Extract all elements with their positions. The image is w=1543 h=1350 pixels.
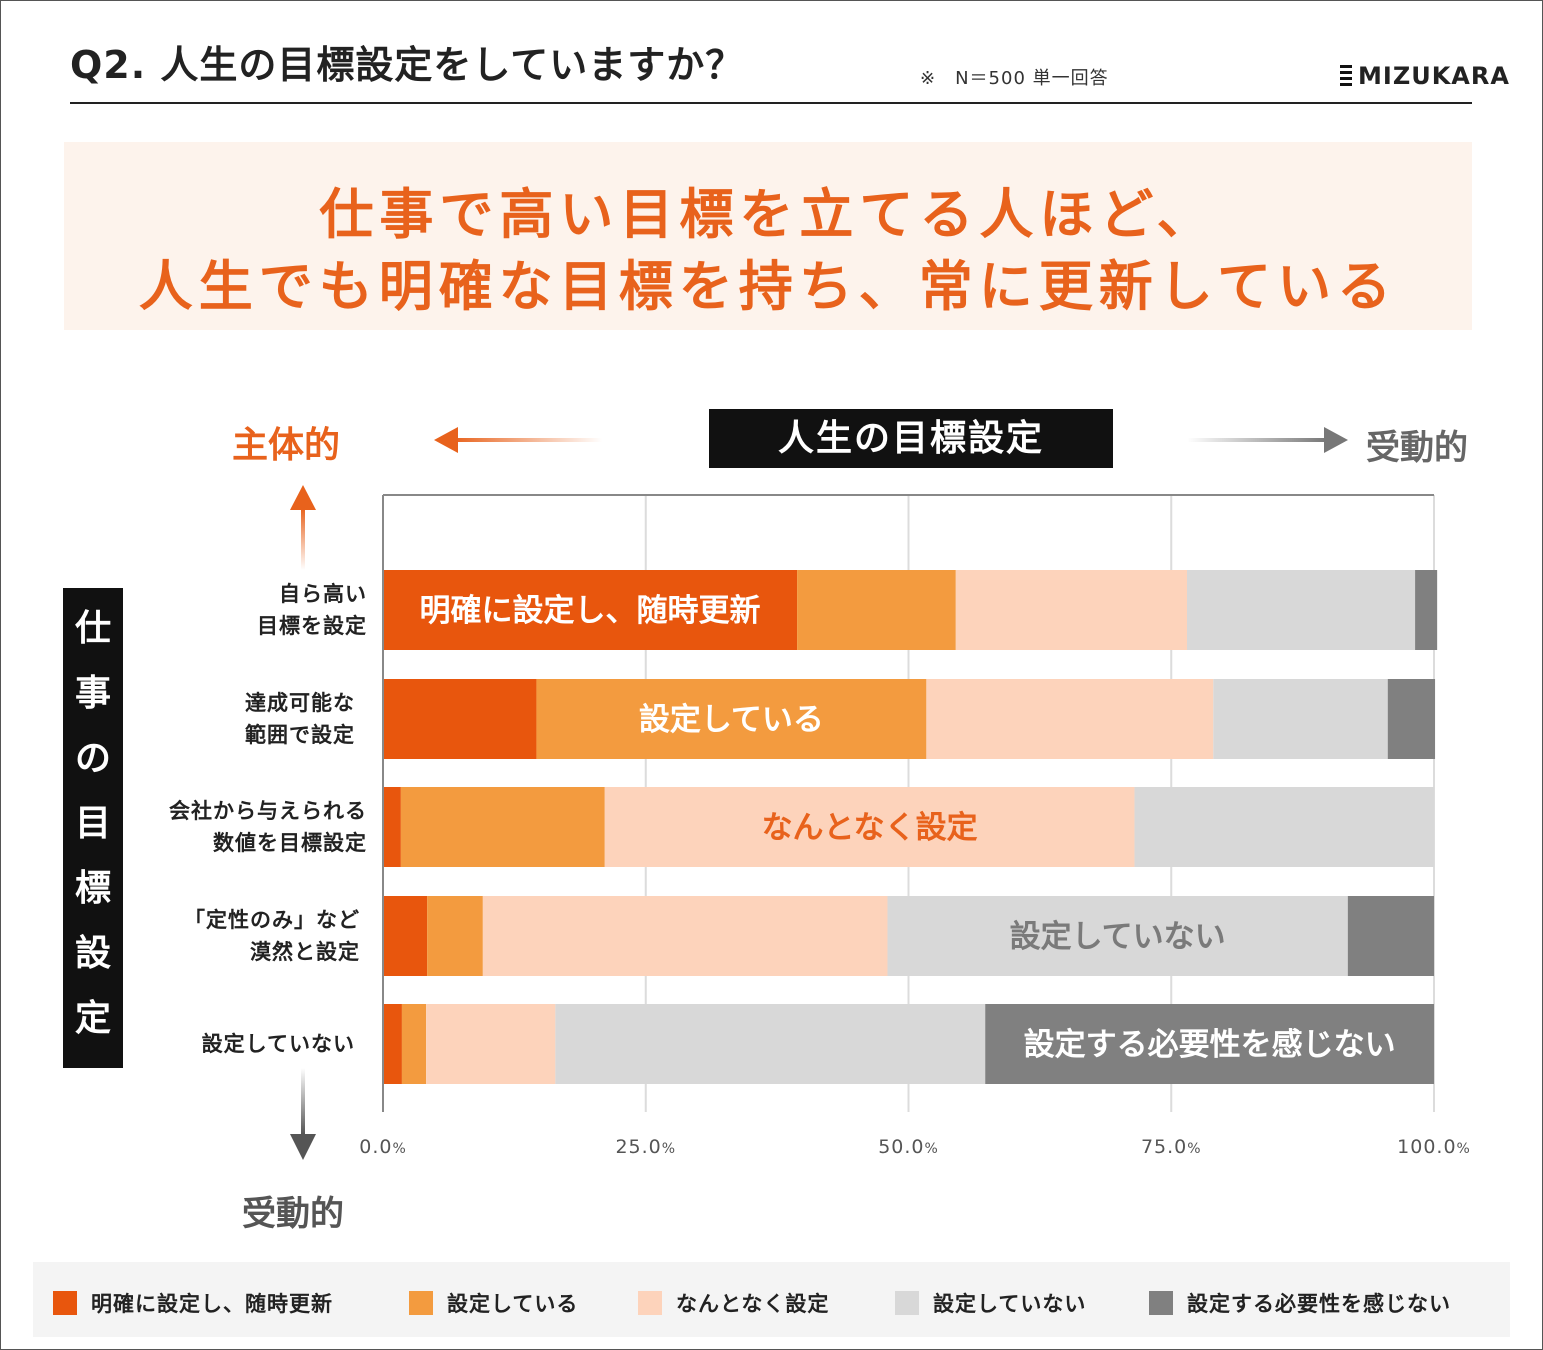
work-goal-title-char: 目 <box>74 803 111 844</box>
in-bar-label: なんとなく設定 <box>762 810 978 846</box>
bar-segment <box>401 1004 427 1084</box>
row-label: 設定していない <box>202 1028 355 1060</box>
bar-segment <box>1187 570 1416 650</box>
legend-item: 明確に設定し、随時更新 <box>53 1288 333 1316</box>
headline-line-2: 人生でも明確な目標を持ち、常に更新している <box>138 255 1398 318</box>
bar-segment <box>426 1004 556 1084</box>
row-label-line: 達成可能な <box>245 691 355 715</box>
work-goal-title-char: 標 <box>74 868 111 909</box>
x-tick-label: 100.0% <box>1397 1136 1471 1158</box>
row-label-line: 漠然と設定 <box>250 940 360 964</box>
legend-label: 設定している <box>447 1292 579 1316</box>
work-goal-title-char: 仕 <box>74 608 111 649</box>
legend-label: 設定する必要性を感じない <box>1187 1292 1451 1316</box>
bar-segment <box>985 1004 1434 1084</box>
in-bar-label: 設定している <box>639 702 824 738</box>
bar-segment <box>604 787 1135 867</box>
legend-label: なんとなく設定 <box>676 1292 830 1316</box>
brand-logo: MIZUKARA <box>1338 62 1510 90</box>
bar-segment <box>383 787 401 867</box>
row-label-line: 会社から与えられる <box>169 799 367 823</box>
bar-segment <box>536 679 927 759</box>
bar-segment <box>555 1004 986 1084</box>
row-label-line: 目標を設定 <box>257 614 367 638</box>
bar-segment <box>383 1004 402 1084</box>
row-label-line: 数値を目標設定 <box>213 831 367 855</box>
title-divider <box>70 102 1472 104</box>
work-goal-title-char: 設 <box>74 933 111 974</box>
legend-label: 明確に設定し、随時更新 <box>91 1292 333 1316</box>
work-goal-title-char: 事 <box>74 673 111 714</box>
passive-label-right: 受動的 <box>1366 428 1468 468</box>
brand-logo-text: MIZUKARA <box>1358 62 1510 90</box>
legend-swatch <box>1149 1291 1173 1315</box>
legend-swatch <box>409 1291 433 1315</box>
legend-swatch <box>638 1291 662 1315</box>
bar-segment <box>926 679 1214 759</box>
legend-item: 設定している <box>409 1288 578 1316</box>
legend-label: 設定していない <box>933 1292 1087 1316</box>
logo-mark-icon <box>1340 65 1352 86</box>
legend-swatch <box>895 1291 919 1315</box>
bar-segment <box>955 570 1188 650</box>
row-label-line: 設定していない <box>201 1032 355 1056</box>
in-bar-label: 設定する必要性を感じない <box>1024 1027 1396 1063</box>
x-tick-label: 0.0% <box>359 1136 407 1158</box>
row-label-line: 自ら高い <box>279 582 367 606</box>
work-goal-axis-title: 仕 事 の 目 標 設 定 <box>63 588 123 1068</box>
bar-segment <box>797 570 956 650</box>
row-label: 会社から与えられる数値を目標設定 <box>169 795 367 859</box>
in-bar-label: 明確に設定し、随時更新 <box>420 593 761 629</box>
bar-segment <box>427 896 483 976</box>
work-goal-title-char: 定 <box>74 998 111 1039</box>
row-label-line: 「定性のみ」など <box>184 908 360 932</box>
row-label: 達成可能な範囲で設定 <box>245 687 355 751</box>
headline-box: 仕事で高い目標を立てる人ほど、 人生でも明確な目標を持ち、常に更新している <box>64 142 1472 330</box>
x-tick-label: 25.0% <box>615 1136 676 1158</box>
bar-segment <box>1387 679 1436 759</box>
life-goal-axis-title: 人生の目標設定 <box>709 409 1113 468</box>
headline-line-1: 仕事で高い目標を立てる人ほど、 <box>319 183 1217 246</box>
bar-segment <box>887 896 1348 976</box>
bar-segment <box>1134 787 1434 867</box>
sample-note: ※ N＝500 単一回答 <box>920 68 1109 89</box>
legend-item: なんとなく設定 <box>638 1288 829 1316</box>
row-label: 自ら高い目標を設定 <box>257 578 367 642</box>
bar-segment <box>1213 679 1388 759</box>
bar-segment <box>383 896 428 976</box>
bar-segment <box>400 787 605 867</box>
bar-segment <box>383 570 798 650</box>
row-label: 「定性のみ」など漠然と設定 <box>184 904 360 968</box>
bar-segment <box>1347 896 1434 976</box>
passive-label-bottom: 受動的 <box>242 1194 344 1234</box>
bar-segment <box>482 896 888 976</box>
legend-item: 設定する必要性を感じない <box>1149 1288 1451 1316</box>
row-label-line: 範囲で設定 <box>245 723 355 747</box>
bar-segment <box>1415 570 1438 650</box>
legend: 明確に設定し、随時更新 設定している なんとなく設定 設定していない 設定する必… <box>33 1262 1510 1337</box>
x-tick-label: 75.0% <box>1141 1136 1202 1158</box>
in-bar-label: 設定していない <box>1010 919 1226 955</box>
x-tick-label: 50.0% <box>878 1136 939 1158</box>
bar-segment <box>383 679 537 759</box>
legend-item: 設定していない <box>895 1288 1086 1316</box>
legend-swatch <box>53 1291 77 1315</box>
work-goal-title-char: の <box>74 738 111 779</box>
proactive-label: 主体的 <box>232 425 341 466</box>
page-title: Q2. 人生の目標設定をしていますか？ <box>70 43 745 87</box>
